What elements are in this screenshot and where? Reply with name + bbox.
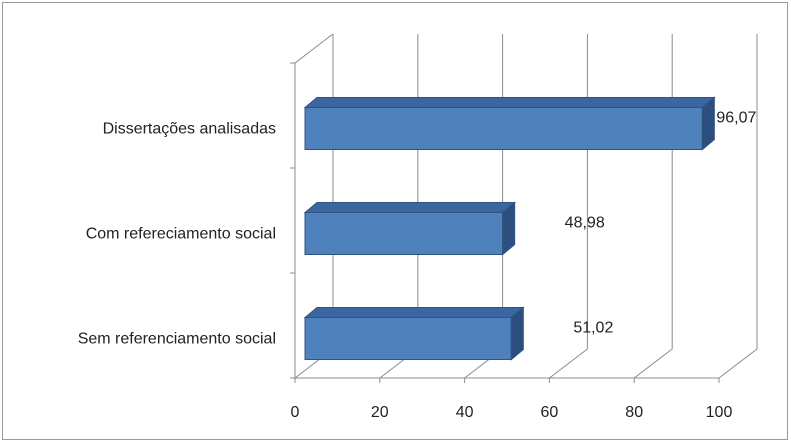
data-label: 51,02 (573, 320, 613, 337)
bar-top-3 (303, 307, 525, 318)
data-label: 96,07 (716, 110, 756, 127)
bar-top-1 (303, 97, 716, 108)
axes (290, 33, 720, 383)
category-label: Com refereciamento social (86, 226, 276, 243)
x-tick-label: 40 (456, 404, 474, 421)
bars (303, 96, 716, 361)
category-label: Sem referenciamento social (78, 331, 276, 348)
bar-side-3 (510, 306, 524, 361)
x-tick-label: 0 (291, 404, 300, 421)
bar-top-2 (303, 202, 517, 213)
category-label: Dissertações analisadas (103, 121, 276, 138)
bar-1 (304, 107, 703, 150)
bar-3 (304, 317, 512, 360)
x-tick-label: 20 (371, 404, 389, 421)
x-tick-label: 80 (625, 404, 643, 421)
x-tick-label: 100 (706, 404, 733, 421)
bar-side-2 (502, 201, 516, 256)
x-tick-label: 60 (541, 404, 559, 421)
labels: 0 20 40 60 80 100 Dissertações analisadas 96,07… (78, 110, 757, 422)
gridline-100 (718, 34, 758, 379)
bar-2 (304, 212, 504, 255)
data-label: 48,98 (565, 215, 605, 232)
gridline-80 (633, 34, 673, 379)
bar-side-1 (701, 96, 715, 151)
